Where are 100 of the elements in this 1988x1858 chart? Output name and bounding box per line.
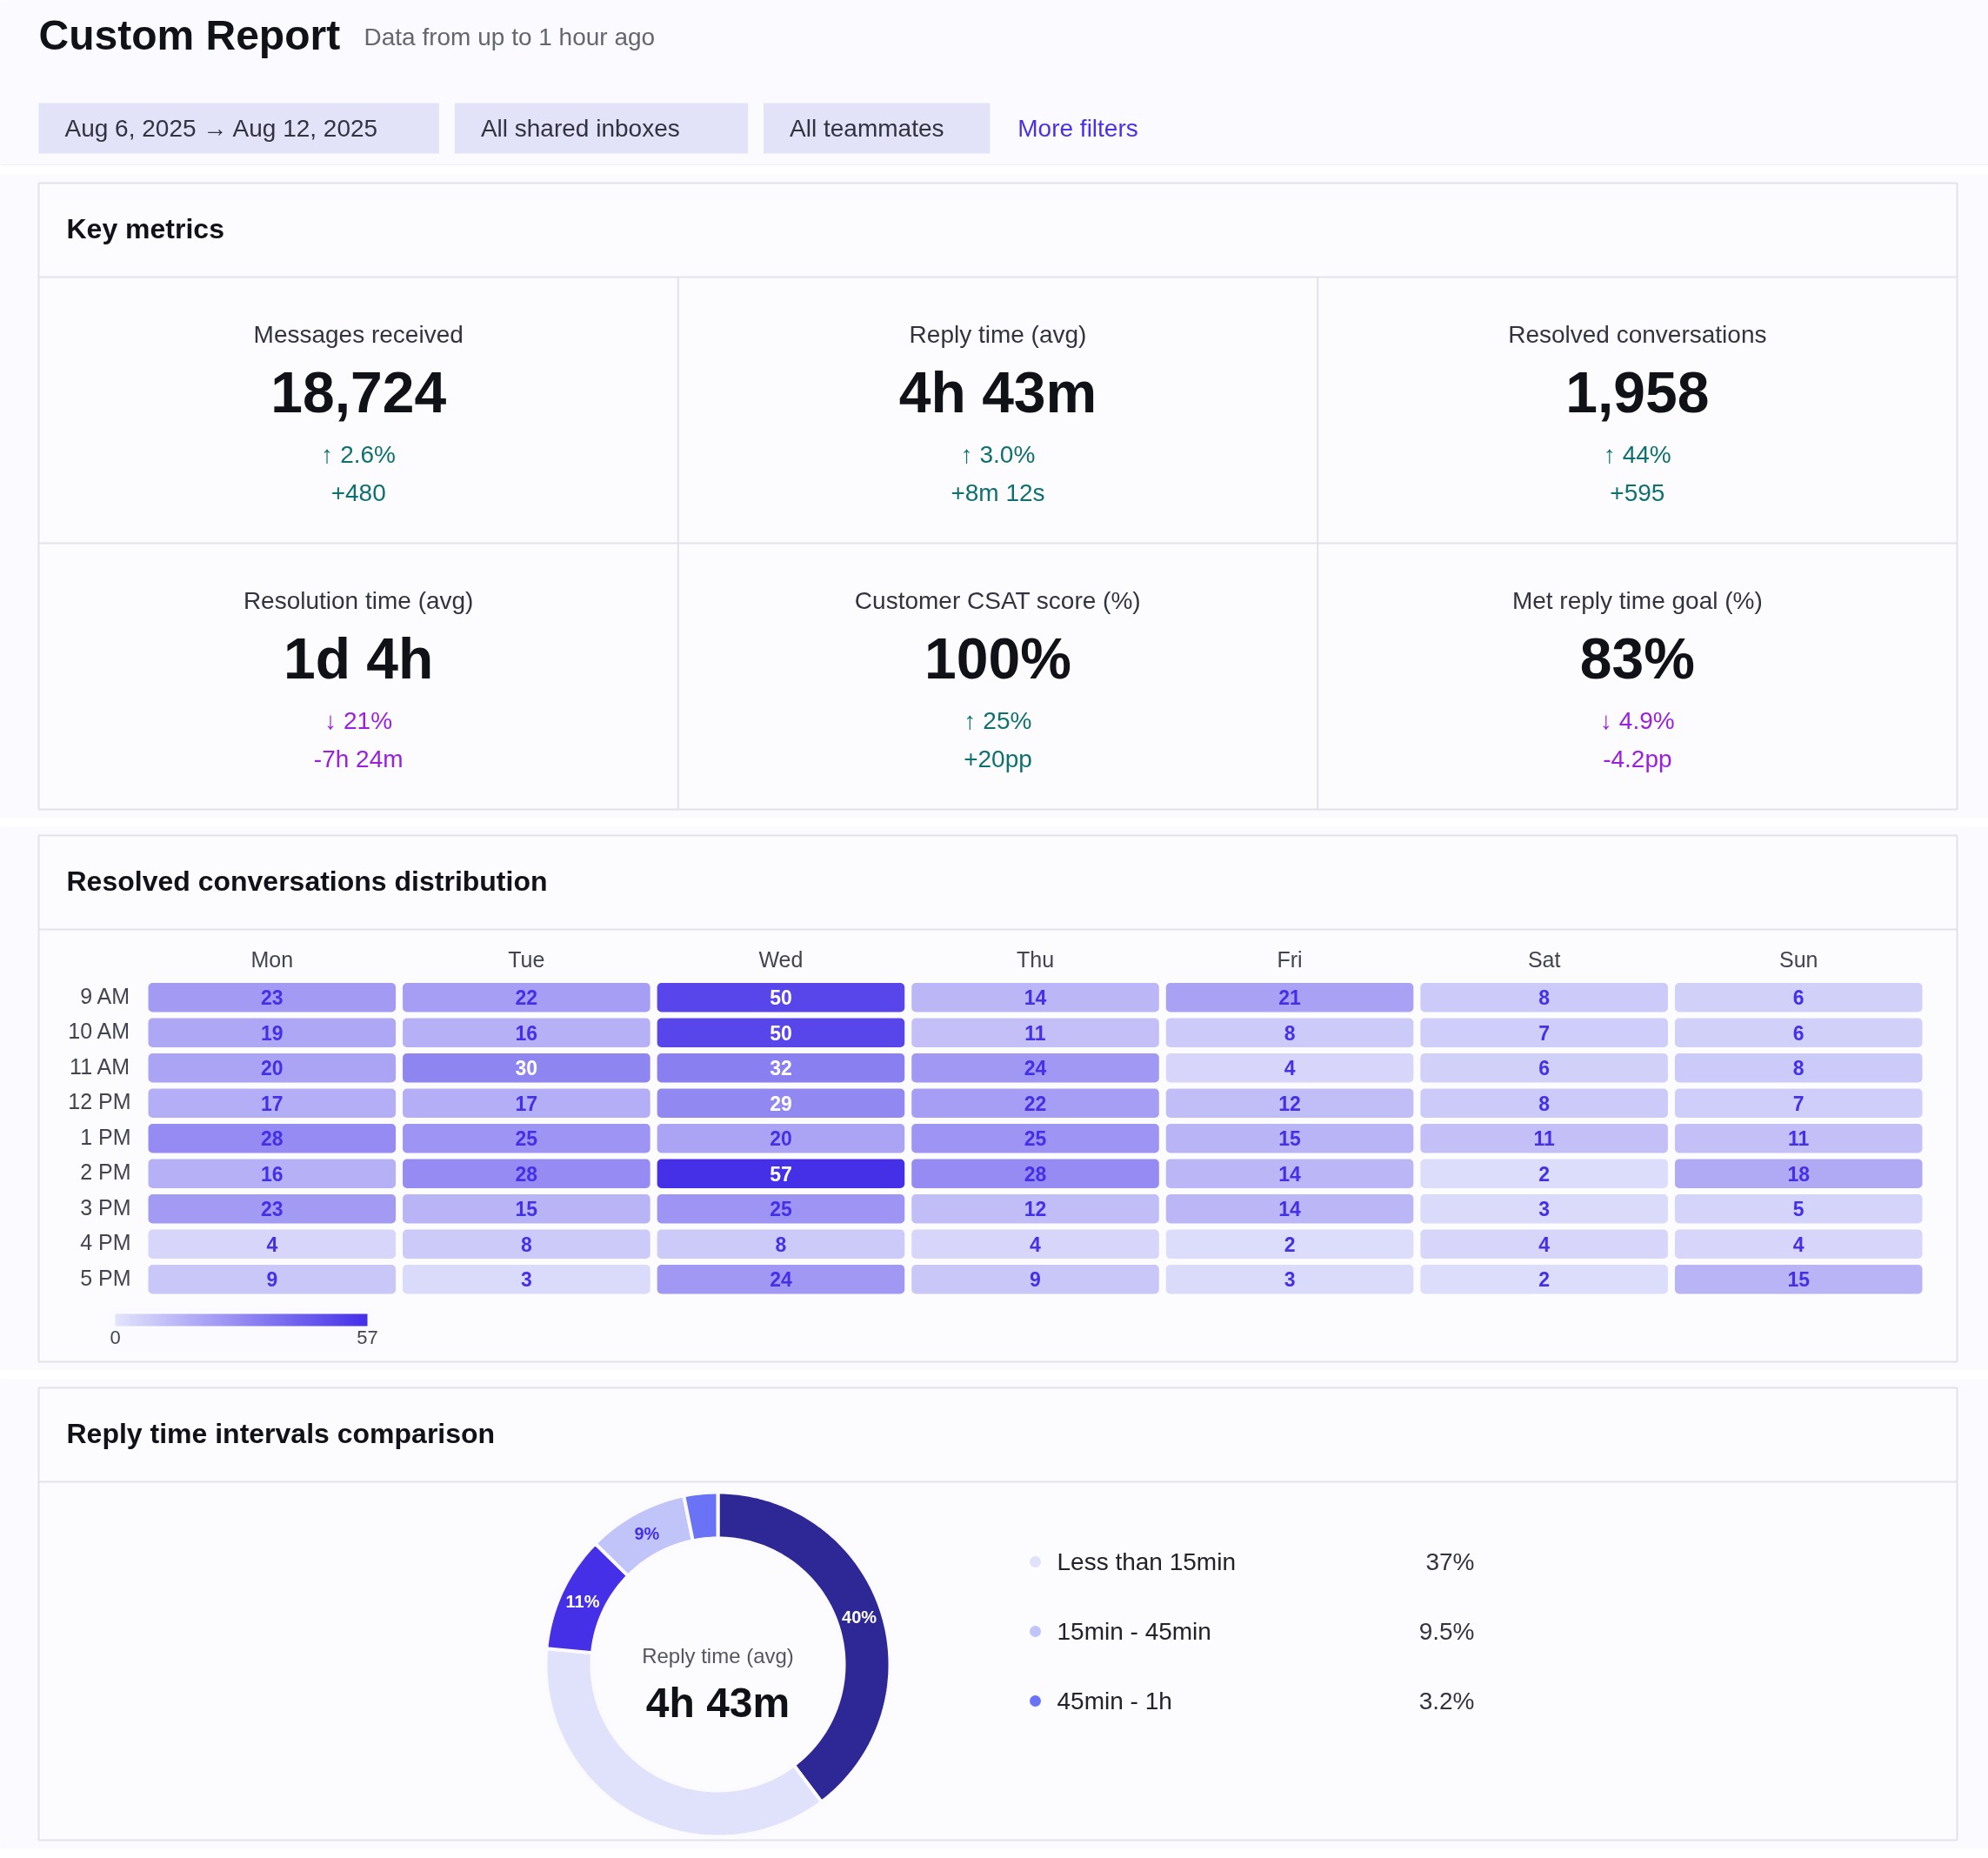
data-label: 11% bbox=[565, 1592, 600, 1612]
legend-label: 45min - 1h bbox=[1057, 1688, 1172, 1714]
text: ↓ 21% bbox=[324, 707, 393, 734]
data-label: 28 bbox=[515, 1162, 538, 1186]
data-label: 2 bbox=[1538, 1162, 1551, 1186]
data-label: 25 bbox=[770, 1198, 792, 1221]
text: All shared inboxes bbox=[480, 115, 680, 142]
text: 4h 43m bbox=[898, 359, 1097, 424]
data-label: 4 bbox=[266, 1233, 278, 1256]
data-label: 15 bbox=[1278, 1127, 1302, 1151]
text: +595 bbox=[1610, 479, 1665, 506]
data-label: 20 bbox=[260, 1057, 284, 1080]
data-label: 32 bbox=[770, 1057, 792, 1080]
data-label: 8 bbox=[775, 1233, 787, 1256]
data-label: 6 bbox=[1538, 1057, 1551, 1080]
data-label: 23 bbox=[260, 1198, 284, 1221]
data-label: 28 bbox=[1024, 1162, 1047, 1186]
data-label: 9 bbox=[1030, 1268, 1041, 1292]
text: Met reply time goal (%) bbox=[1511, 587, 1763, 614]
text: Reply time intervals comparison bbox=[66, 1417, 496, 1449]
data-label: 23 bbox=[260, 986, 284, 1010]
data-label: 28 bbox=[260, 1127, 284, 1151]
data-label: 25 bbox=[1024, 1127, 1047, 1151]
color-bar-label: 57 bbox=[357, 1326, 378, 1348]
data-label: 12 bbox=[1024, 1198, 1047, 1221]
text: -4.2pp bbox=[1603, 745, 1672, 772]
text: Aug 6, 2025 → Aug 12, 2025 bbox=[64, 115, 378, 142]
y-tick-label: 5 PM bbox=[80, 1265, 131, 1290]
data-label: 7 bbox=[1792, 1092, 1805, 1115]
text: 18,724 bbox=[270, 359, 447, 424]
text: All teammates bbox=[790, 115, 944, 142]
data-label: 29 bbox=[770, 1092, 792, 1115]
text: More filters bbox=[1017, 115, 1138, 142]
text: 1d 4h bbox=[283, 625, 434, 691]
y-tick-label: 3 PM bbox=[80, 1194, 131, 1220]
data-label: 9% bbox=[634, 1523, 660, 1543]
data-label: 4 bbox=[1538, 1233, 1551, 1256]
x-tick-label: Sun bbox=[1778, 946, 1818, 972]
color-bar-label: 0 bbox=[110, 1326, 121, 1348]
data-label: 2 bbox=[1284, 1233, 1296, 1256]
text: Resolution time (avg) bbox=[243, 587, 474, 614]
data-label: 6 bbox=[1792, 986, 1805, 1010]
data-label: 57 bbox=[770, 1162, 792, 1186]
text: Reply time (avg) bbox=[909, 321, 1087, 348]
text: +480 bbox=[330, 479, 386, 506]
data-label: 8 bbox=[520, 1233, 532, 1256]
data-label: 6 bbox=[1792, 1021, 1805, 1045]
x-tick-label: Mon bbox=[250, 946, 294, 972]
text: ↑ 3.0% bbox=[960, 441, 1036, 468]
data-label: 50 bbox=[770, 1021, 792, 1045]
data-label: 14 bbox=[1278, 1162, 1302, 1186]
text: 83% bbox=[1579, 625, 1695, 691]
data-label: 16 bbox=[260, 1162, 284, 1186]
data-label: 25 bbox=[515, 1127, 538, 1151]
text: Key metrics bbox=[66, 212, 224, 244]
data-label: 22 bbox=[1024, 1092, 1047, 1115]
data-label: 3 bbox=[1284, 1268, 1296, 1292]
data-label: 11 bbox=[1788, 1127, 1810, 1151]
y-tick-label: 1 PM bbox=[80, 1124, 131, 1149]
data-label: 12 bbox=[1278, 1092, 1301, 1115]
text: ↑ 25% bbox=[964, 707, 1032, 734]
text: Messages received bbox=[253, 321, 464, 348]
y-tick-label: 9 AM bbox=[80, 983, 130, 1008]
data-label: 20 bbox=[770, 1127, 792, 1151]
y-tick-label: 12 PM bbox=[68, 1089, 131, 1114]
data-label: 8 bbox=[1538, 986, 1551, 1010]
data-label: 40% bbox=[842, 1607, 877, 1627]
data-label: 4 bbox=[1030, 1233, 1042, 1256]
data-label: 8 bbox=[1792, 1057, 1805, 1080]
data-label: 50 bbox=[770, 986, 792, 1010]
text: 37% bbox=[1425, 1548, 1475, 1575]
text: Customer CSAT score (%) bbox=[854, 587, 1141, 614]
data-label: 9 bbox=[266, 1268, 278, 1292]
text: 4h 43m bbox=[645, 1680, 791, 1726]
data-label: 8 bbox=[1284, 1021, 1296, 1045]
text: 1,958 bbox=[1565, 359, 1710, 424]
y-tick-label: 4 PM bbox=[80, 1230, 131, 1255]
x-tick-label: Sat bbox=[1527, 946, 1561, 972]
text: +20pp bbox=[964, 745, 1032, 772]
data-label: 19 bbox=[260, 1021, 284, 1045]
data-label: 22 bbox=[515, 986, 538, 1010]
data-label: 14 bbox=[1278, 1198, 1302, 1221]
data-label: 21 bbox=[1278, 986, 1302, 1010]
data-label: 17 bbox=[515, 1092, 538, 1115]
data-label: 15 bbox=[1787, 1268, 1811, 1292]
text: ↑ 44% bbox=[1603, 441, 1671, 468]
data-label: 4 bbox=[1284, 1057, 1296, 1080]
data-label: 3 bbox=[1538, 1198, 1551, 1221]
data-label: 3 bbox=[520, 1268, 532, 1292]
text: Resolved conversations bbox=[1508, 321, 1767, 348]
x-tick-label: Thu bbox=[1016, 946, 1055, 972]
data-label: 4 bbox=[1792, 1233, 1805, 1256]
data-label: 2 bbox=[1538, 1268, 1551, 1292]
data-label: 18 bbox=[1787, 1162, 1811, 1186]
data-label: 24 bbox=[770, 1268, 792, 1292]
text: ↓ 4.9% bbox=[1600, 707, 1675, 734]
data-label: 5 bbox=[1792, 1198, 1805, 1221]
y-tick-label: 2 PM bbox=[80, 1160, 131, 1185]
legend-label: Less than 15min bbox=[1057, 1548, 1236, 1575]
data-label: 11 bbox=[1533, 1127, 1556, 1151]
